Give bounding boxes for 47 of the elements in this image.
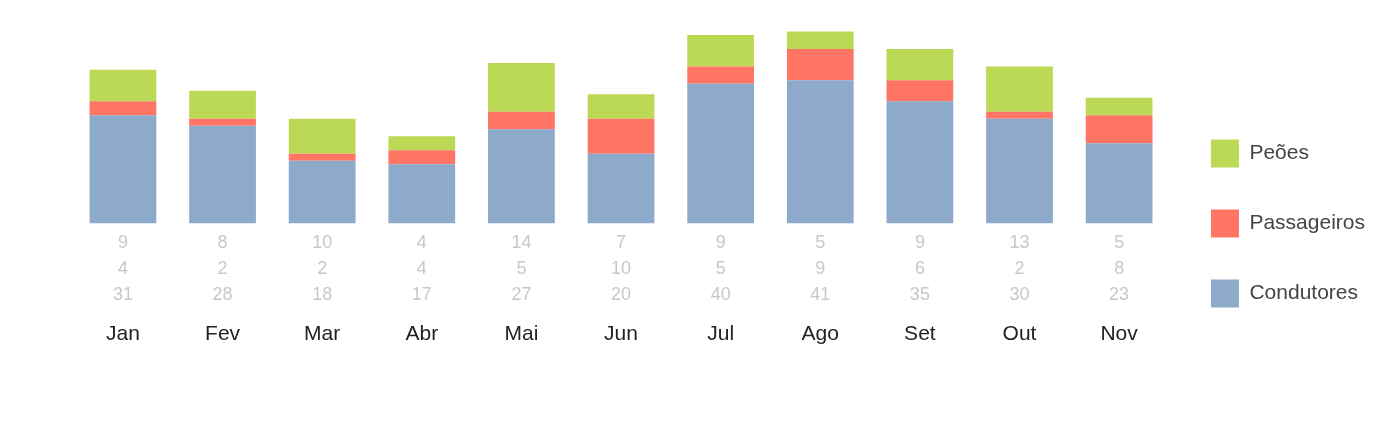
bar <box>986 118 1053 224</box>
x-tick-label: Mar <box>304 320 341 344</box>
legend-label: Passageiros <box>1249 210 1365 234</box>
bar <box>587 118 655 154</box>
bar <box>189 125 256 224</box>
bar <box>587 94 655 119</box>
bar <box>288 118 356 154</box>
bar <box>687 83 755 224</box>
bar <box>1085 97 1153 116</box>
bar <box>388 150 456 165</box>
bar <box>886 48 954 81</box>
x-tick-label: Abr <box>405 320 439 344</box>
x-tick-label: Out <box>1002 320 1037 344</box>
bar <box>89 115 157 224</box>
bar <box>488 129 555 224</box>
legend-label: Condutores <box>1249 280 1359 304</box>
bar <box>786 31 854 49</box>
bar <box>388 136 456 151</box>
bar <box>288 160 356 224</box>
x-tick-label: Ago <box>801 320 839 344</box>
bar <box>687 34 755 67</box>
legend-label: Peões <box>1249 140 1309 164</box>
x-tick-label: Jun <box>604 320 638 344</box>
bar <box>587 153 655 224</box>
bar <box>488 111 555 130</box>
x-tick-label: Mai <box>504 320 539 344</box>
bar <box>786 48 854 81</box>
x-tick-label: Nov <box>1100 320 1139 344</box>
bar <box>986 66 1053 112</box>
bar <box>1085 143 1153 224</box>
x-tick-label: Jul <box>707 320 735 344</box>
bar <box>886 101 954 224</box>
bar <box>89 101 157 116</box>
bar <box>886 80 954 102</box>
bar <box>288 153 356 161</box>
bar <box>189 90 256 119</box>
x-tick-label: Fev <box>205 320 241 344</box>
x-tick-label: Set <box>904 320 936 344</box>
bar <box>687 66 755 84</box>
bar <box>388 164 456 224</box>
bar <box>189 118 256 126</box>
bar <box>1085 115 1153 144</box>
bar <box>89 69 157 102</box>
bar <box>786 80 854 224</box>
bar <box>488 62 555 112</box>
bar <box>986 111 1053 119</box>
x-tick-label: Jan <box>106 320 140 344</box>
